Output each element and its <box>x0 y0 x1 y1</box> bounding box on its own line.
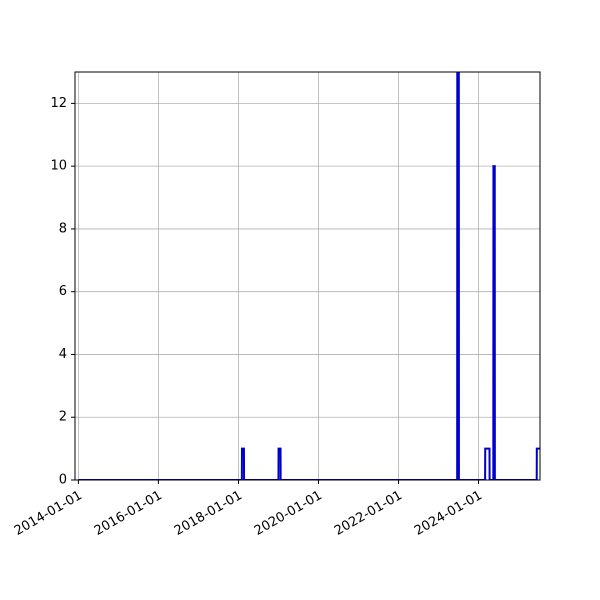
y-tick-label: 10 <box>50 159 67 174</box>
y-tick-label: 12 <box>50 96 67 111</box>
y-axis: 0 2 4 6 8 10 12 <box>50 96 75 488</box>
y-tick-label: 4 <box>59 347 67 362</box>
grid-lines <box>75 72 540 481</box>
plot-frame <box>74 71 541 481</box>
y-tick-label: 2 <box>59 410 67 425</box>
series-line-group <box>78 72 540 480</box>
series-line <box>78 72 540 480</box>
y-tick-label: 6 <box>59 284 67 299</box>
y-tick-label: 8 <box>59 221 67 236</box>
series-layer <box>78 72 540 480</box>
y-tick-label: 0 <box>59 473 67 488</box>
